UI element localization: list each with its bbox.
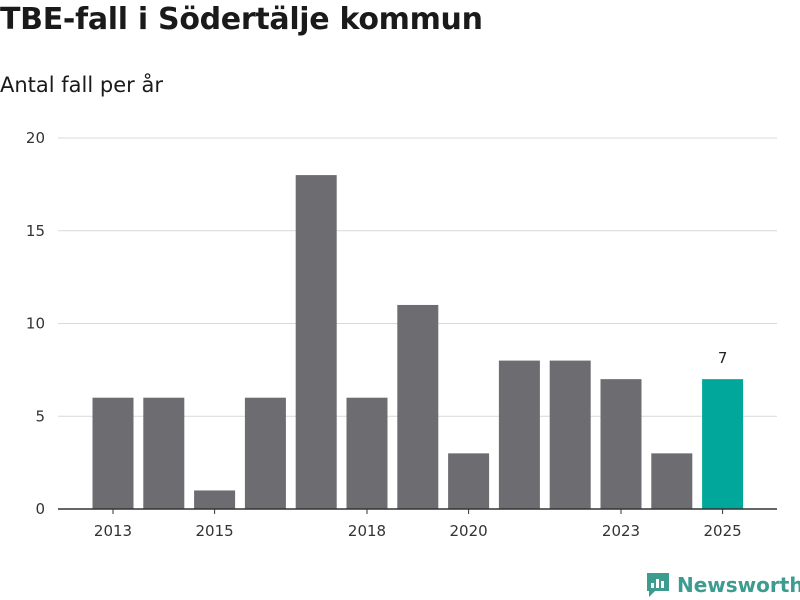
bar-2023	[600, 379, 642, 509]
x-tick-label: 2015	[196, 522, 234, 540]
bar-2016	[244, 397, 286, 509]
x-tick-label: 2020	[450, 522, 488, 540]
bar-2014	[143, 397, 185, 509]
y-tick-label: 10	[26, 315, 45, 333]
bar-2015	[194, 490, 236, 509]
bar-2025	[702, 379, 744, 509]
y-tick-label: 15	[26, 222, 45, 240]
labels: 0 5 10 15 20 2013 2015 2018 2020 2023 2025 7	[26, 129, 742, 540]
data-label-2025: 7	[718, 349, 728, 367]
axes	[58, 508, 777, 514]
bar-2018	[346, 397, 388, 509]
x-tick-label: 2013	[94, 522, 132, 540]
y-tick-label: 0	[35, 500, 45, 518]
x-tick-label: 2023	[602, 522, 640, 540]
bar-2020	[448, 453, 490, 509]
bar-2024	[651, 453, 693, 509]
brand-name: Newsworthy	[677, 573, 800, 597]
chart-subtitle: Antal fall per år	[0, 73, 163, 97]
bar-2013	[92, 397, 134, 509]
chart-title: TBE-fall i Södertälje kommun	[0, 2, 483, 37]
bar-2019	[397, 304, 439, 509]
newsworthy-logo-icon	[647, 573, 669, 597]
bars	[92, 175, 744, 509]
x-tick-label: 2025	[704, 522, 742, 540]
bar-2022	[549, 360, 591, 509]
bar-2021	[498, 360, 540, 509]
y-tick-label: 20	[26, 129, 45, 147]
bar-2017	[295, 175, 337, 509]
y-tick-label: 5	[35, 407, 45, 425]
x-tick-label: 2018	[348, 522, 386, 540]
newsworthy-logo: Newsworthy	[645, 570, 800, 600]
